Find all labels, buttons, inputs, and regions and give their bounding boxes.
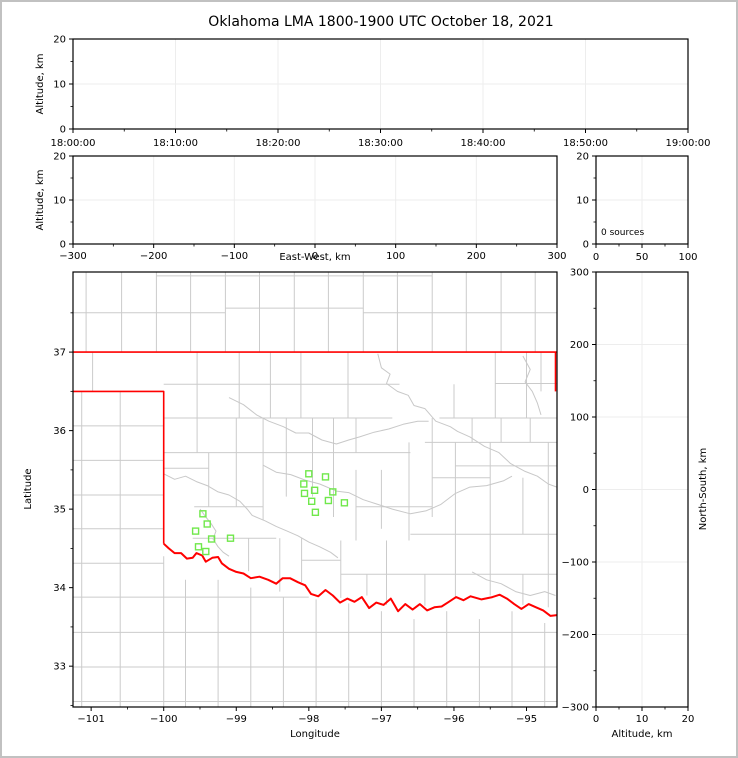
gridlines (73, 156, 557, 244)
y-tick-label: 20 (53, 152, 66, 163)
lma-station-marker (199, 510, 207, 518)
ticks-and-labels: 0 10 20 −300 −200 −100 0 100 200 300 (562, 268, 695, 726)
x-tick-label: −101 (77, 714, 104, 725)
x-tick-label: −99 (226, 714, 247, 725)
x-tick-label: 18:30:00 (358, 138, 403, 149)
y-tick-label: 300 (570, 268, 589, 279)
lma-station-marker (194, 543, 203, 551)
ticks-and-labels: 18:00:00 18:10:00 18:20:00 18:30:00 18:40:00… (51, 35, 711, 150)
ew-panel-ylabel: Altitude, km (35, 170, 46, 231)
y-tick-label: 33 (53, 662, 66, 673)
figure-title: Oklahoma LMA 1800-1900 UTC October 18, 2… (208, 14, 553, 30)
ticks-and-labels: −300 −200 −100 0 100 200 300 0 10 20 (53, 152, 566, 263)
lma-station-marker (305, 470, 313, 478)
panel-ns_height: 0 10 20 −300 −200 −100 0 100 200 300 (562, 268, 695, 726)
y-tick-label: −300 (562, 703, 589, 714)
x-tick-label: −97 (371, 714, 392, 725)
gridlines (596, 272, 688, 707)
time-panel-ylabel: Altitude, km (35, 54, 46, 115)
x-tick-label: 0 (593, 714, 599, 725)
lma-station-marker (311, 508, 320, 516)
y-tick-label: 20 (53, 35, 66, 46)
x-tick-label: 18:40:00 (461, 138, 506, 149)
lma-station-marker (300, 480, 308, 488)
ns-panel-xlabel: Altitude, km (612, 729, 673, 740)
y-tick-label: 0 (583, 485, 589, 496)
x-tick-label: 50 (636, 252, 649, 263)
map-county-lines (73, 272, 557, 707)
y-tick-label: 10 (576, 196, 589, 207)
map-features (73, 272, 557, 707)
panel-ew_height: −300 −200 −100 0 100 200 300 0 10 20 (53, 152, 566, 263)
y-tick-label: 10 (53, 80, 66, 91)
lma-station-marker (203, 520, 211, 528)
x-tick-label: 18:20:00 (256, 138, 301, 149)
x-tick-label: 200 (467, 251, 486, 262)
x-tick-label: −95 (516, 714, 537, 725)
y-tick-label: 36 (53, 426, 66, 437)
x-tick-label: −100 (150, 714, 177, 725)
map-stations (191, 470, 349, 556)
y-tick-label: −100 (562, 558, 589, 569)
ticks-and-labels: −101 −100 −99 −98 −97 −96 −95 33 34 35 36 37 (53, 312, 537, 725)
x-tick-label: 19:00:00 (666, 138, 711, 149)
lma-station-marker (202, 547, 210, 556)
x-tick-label: 100 (386, 251, 405, 262)
map-ylabel: Latitude (23, 468, 34, 509)
lma-station-marker (308, 497, 316, 505)
generated-plot-content: 18:00:00 18:10:00 18:20:00 18:30:00 18:40:00… (51, 35, 711, 726)
x-tick-label: 18:50:00 (563, 138, 608, 149)
lma-station-marker (310, 486, 319, 494)
lma-station-marker (226, 534, 235, 542)
y-tick-label: −200 (562, 630, 589, 641)
lma-station-marker (207, 535, 216, 543)
gridlines (73, 39, 688, 129)
y-tick-label: 0 (60, 240, 66, 251)
x-tick-label: 0 (312, 251, 318, 262)
histogram-annotation: 0 sources (601, 228, 644, 238)
map-state-borders (73, 351, 557, 617)
x-tick-label: −98 (298, 714, 319, 725)
y-tick-label: 200 (570, 340, 589, 351)
x-tick-label: −100 (221, 251, 248, 262)
map-xlabel: Longitude (290, 729, 340, 740)
y-tick-label: 20 (576, 152, 589, 163)
gridlines (596, 156, 688, 244)
y-tick-label: 0 (583, 240, 589, 251)
x-tick-label: 18:00:00 (51, 138, 96, 149)
y-tick-label: 0 (60, 125, 66, 136)
lma-station-marker (321, 473, 330, 481)
x-tick-label: 18:10:00 (153, 138, 198, 149)
y-tick-label: 37 (53, 348, 66, 359)
x-tick-label: −96 (443, 714, 464, 725)
lma-station-marker (324, 496, 333, 505)
lma-station-marker (191, 527, 200, 535)
lma-station-marker (340, 499, 349, 507)
x-tick-label: −300 (59, 251, 86, 262)
y-tick-label: 34 (53, 583, 66, 594)
x-tick-label: 0 (593, 252, 599, 263)
panel-time_height: 18:00:00 18:10:00 18:20:00 18:30:00 18:40:00… (51, 35, 711, 150)
lma-station-marker (300, 489, 309, 498)
map-rivers (163, 353, 557, 596)
panel-plan_view_map: −101 −100 −99 −98 −97 −96 −95 33 34 35 36 37 (53, 271, 558, 725)
x-tick-label: −200 (140, 251, 167, 262)
x-tick-label: 10 (636, 714, 649, 725)
y-tick-label: 100 (570, 413, 589, 424)
ticks-and-labels: 0 50 100 0 10 20 (576, 152, 697, 264)
panel-border (72, 271, 558, 708)
y-tick-label: 35 (53, 505, 66, 516)
ew-panel-xlabel: East-West, km (279, 252, 350, 263)
y-tick-label: 10 (53, 196, 66, 207)
x-tick-label: 100 (678, 252, 697, 263)
x-tick-label: 300 (547, 251, 566, 262)
ns-panel-ylabel-right: North-South, km (698, 448, 709, 531)
lma-station-marker (329, 488, 337, 496)
x-tick-label: 20 (682, 714, 695, 725)
panel-source_histogram: 0 50 100 0 10 20 (576, 152, 697, 264)
